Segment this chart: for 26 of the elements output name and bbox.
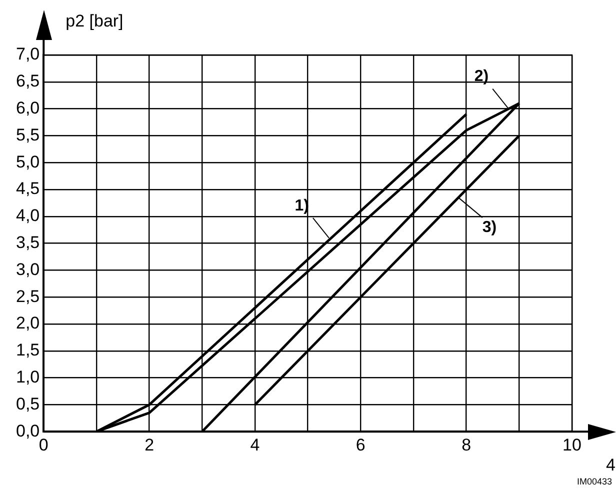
x-tick-label: 0 [38,435,48,454]
x-tick-label: 10 [562,435,582,454]
y-tick-label: 2,5 [16,286,40,306]
y-tick-label: 6,5 [16,72,40,91]
x-tick-label: 8 [462,435,472,454]
annotation: 3) [482,218,497,236]
y-tick-label: 1,0 [16,367,40,386]
text: IM00433 [576,476,612,486]
x-tick-label: 2 [144,435,154,454]
y-tick-label: 4,5 [16,179,40,198]
x-tick-label: 6 [356,435,366,454]
y-axis-title: p2 [bar] [66,12,124,31]
y-tick-label: 0,0 [16,421,40,440]
annotation: 2) [474,68,489,86]
y-tick-label: 3,5 [16,232,40,252]
x-tick-label: 4 [250,435,260,454]
y-tick-label: 5,0 [16,152,40,172]
y-tick-label: 4,0 [16,206,40,226]
x-axis-title: 4 [606,456,616,475]
y-tick-label: 0,5 [16,394,40,414]
y-tick-label: 6,0 [16,98,40,118]
y-tick-label: 3,0 [16,260,40,279]
y-tick-label: 5,5 [16,125,40,144]
y-tick-label: 7,0 [16,44,40,64]
y-tick-label: 2,0 [16,314,40,333]
y-tick-label: 1,5 [16,340,40,360]
